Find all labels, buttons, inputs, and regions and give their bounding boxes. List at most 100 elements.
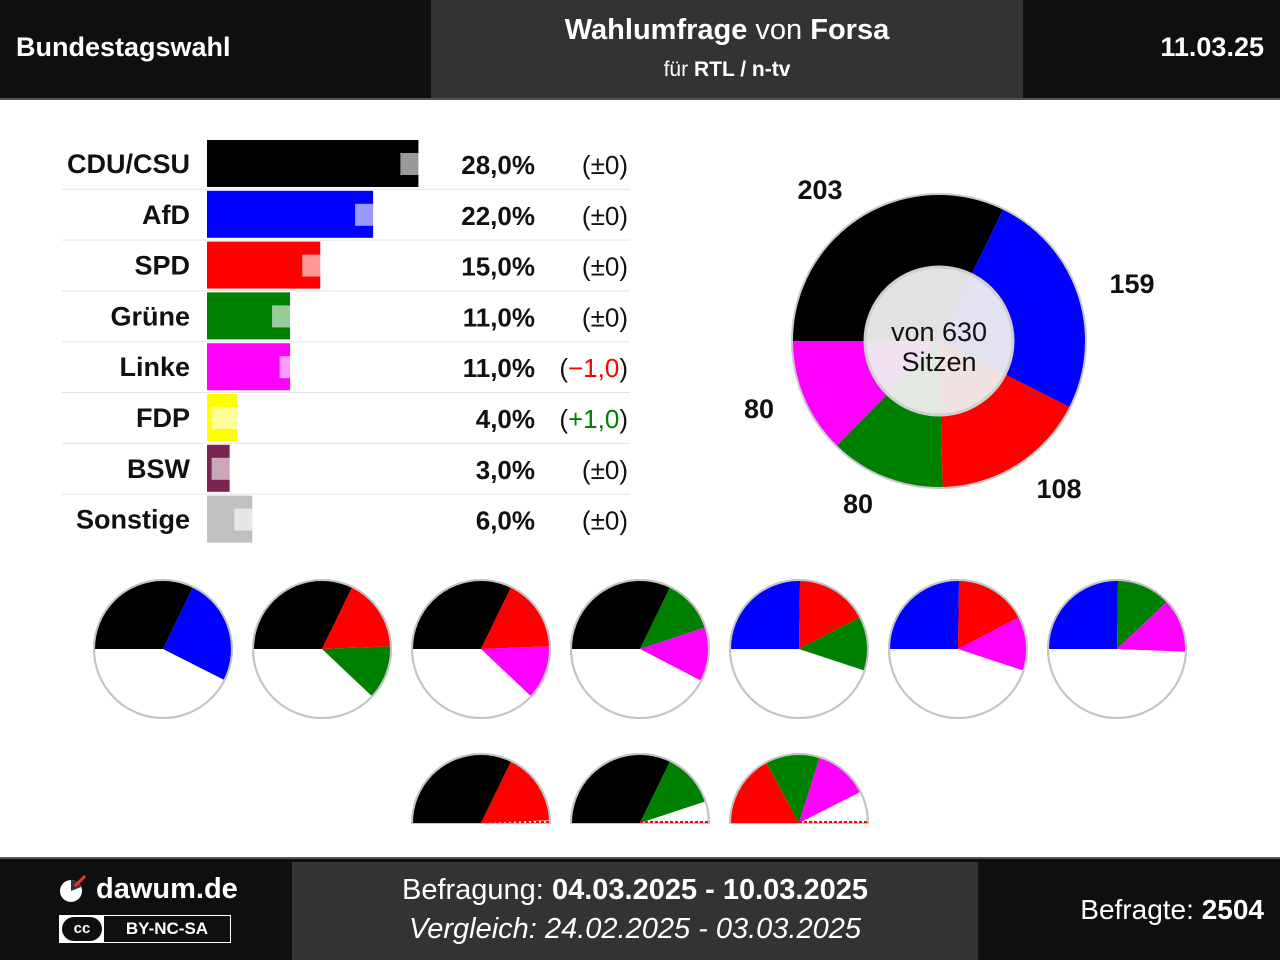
- seat-count-label: 80: [843, 489, 873, 519]
- coalition-slice: [640, 586, 706, 649]
- bar-row: Sonstige 6,0% (±0): [62, 493, 630, 543]
- party-label: BSW: [127, 454, 191, 484]
- seat-count-label: 80: [744, 394, 774, 424]
- brand-name: dawum.de: [96, 873, 238, 905]
- coalition-chart: [888, 579, 1028, 719]
- coalition-border: [888, 579, 1028, 719]
- bar-value-label: 11,0%: [463, 302, 535, 332]
- coalition-slice: [958, 617, 1027, 671]
- seat-count-label: 108: [1036, 474, 1081, 504]
- coalition-chart: [570, 579, 710, 719]
- comparison-period-label: Vergleich:: [408, 913, 537, 945]
- coalition-border: [729, 579, 869, 719]
- seat-center-line2: Sitzen: [901, 347, 976, 377]
- change-label: (±0): [582, 455, 628, 485]
- previous-marker: [302, 254, 339, 277]
- previous-marker: [272, 305, 309, 328]
- previous-marker: [234, 508, 271, 531]
- coalition-slice: [481, 646, 551, 697]
- previous-marker: [279, 356, 316, 379]
- coalition-slice: [799, 757, 861, 823]
- bar-value-label: 6,0%: [476, 506, 535, 536]
- bar-value-label: 3,0%: [476, 455, 535, 485]
- previous-marker: [211, 457, 248, 480]
- party-label: CDU/CSU: [67, 149, 190, 179]
- change-label: (±0): [582, 252, 628, 282]
- bar-row: SPD 15,0% (±0): [62, 239, 630, 289]
- coalition-border: [252, 579, 392, 719]
- coalition-slice: [1048, 580, 1119, 649]
- party-label: Sonstige: [76, 505, 190, 535]
- coalition-slice: [481, 760, 550, 823]
- respondents-value: 2504: [1201, 894, 1264, 925]
- respondents: Befragte: 2504: [1080, 894, 1264, 926]
- footer-divider: [0, 857, 1280, 859]
- coalition-chart: [1047, 579, 1187, 719]
- footer-center-panel: [292, 862, 978, 960]
- coalition-border: [570, 753, 710, 824]
- previous-marker: [211, 407, 248, 429]
- bar: [207, 190, 374, 238]
- coalition-border: [729, 753, 869, 824]
- party-label: Grüne: [110, 301, 190, 331]
- bar-row: CDU/CSU 28,0% (±0): [67, 140, 628, 187]
- change-label: (±0): [582, 506, 628, 536]
- bar: [207, 241, 321, 289]
- comparison-period: Vergleich: 24.02.2025 - 03.03.2025: [292, 913, 978, 946]
- coalition-slice: [958, 580, 1020, 649]
- coalition-border: [1047, 579, 1187, 719]
- bar-value-label: 22,0%: [461, 201, 535, 231]
- coalition-slice: [322, 586, 391, 649]
- bar-value-label: 4,0%: [476, 404, 535, 434]
- coalition-chart: [569, 753, 711, 824]
- party-label: FDP: [136, 403, 190, 433]
- poll-title-part2: von: [755, 14, 803, 46]
- bar-value-label: 15,0%: [461, 252, 535, 282]
- coalition-slice: [766, 754, 820, 823]
- poll-subtitle: für RTL / n-tv: [431, 58, 1023, 82]
- client-name: RTL / n-tv: [693, 58, 791, 81]
- seat-center-hole: [863, 265, 1015, 417]
- dawum-logo-icon: [60, 874, 87, 902]
- bar: [207, 140, 419, 187]
- coalition-slice: [481, 586, 550, 649]
- coalition-chart: [411, 579, 551, 719]
- coalition-slice: [640, 760, 706, 823]
- change-label: (+1,0): [559, 404, 628, 434]
- coalition-slice: [799, 617, 868, 671]
- poll-date: 11.03.25: [1160, 32, 1264, 62]
- survey-period: Befragung: 04.03.2025 - 10.03.2025: [292, 874, 978, 907]
- seat-count-label: 159: [1109, 269, 1154, 299]
- comparison-period-value: 24.02.2025 - 03.03.2025: [544, 913, 861, 945]
- coalition-slice: [1117, 601, 1186, 652]
- coalition-border: [93, 579, 233, 719]
- bar-row: FDP 4,0% (+1,0): [62, 392, 630, 441]
- coalition-slice: [163, 586, 232, 681]
- poll-title-part1: Wahlumfrage: [564, 14, 748, 46]
- cc-icon: cc: [62, 917, 102, 941]
- coalition-chart: [728, 753, 870, 824]
- respondents-label: Befragte:: [1080, 894, 1194, 925]
- bar: [207, 343, 291, 391]
- coalition-chart: [252, 579, 392, 719]
- bar-row: BSW 3,0% (±0): [62, 442, 630, 492]
- survey-period-label: Befragung:: [401, 874, 544, 906]
- seat-center-line1: von 630: [891, 317, 987, 347]
- election-type: Bundestagswahl: [16, 32, 231, 62]
- bar-row: Linke 11,0% (−1,0): [62, 341, 630, 391]
- coalition-slice: [1117, 580, 1168, 649]
- pollster-name: Forsa: [810, 14, 890, 46]
- coalition-slice: [799, 580, 861, 649]
- coalition-chart: [729, 579, 869, 719]
- seat-ring-border: [791, 193, 1087, 489]
- coalition-border: [570, 579, 710, 719]
- seat-count-label: 203: [797, 175, 842, 205]
- bar-value-label: 28,0%: [461, 150, 535, 180]
- coalition-slice: [889, 580, 960, 649]
- previous-marker: [400, 153, 437, 175]
- party-label: AfD: [142, 200, 190, 230]
- coalition-slice: [640, 627, 709, 681]
- survey-period-value: 04.03.2025 - 10.03.2025: [551, 874, 868, 906]
- change-label: (−1,0): [559, 353, 628, 383]
